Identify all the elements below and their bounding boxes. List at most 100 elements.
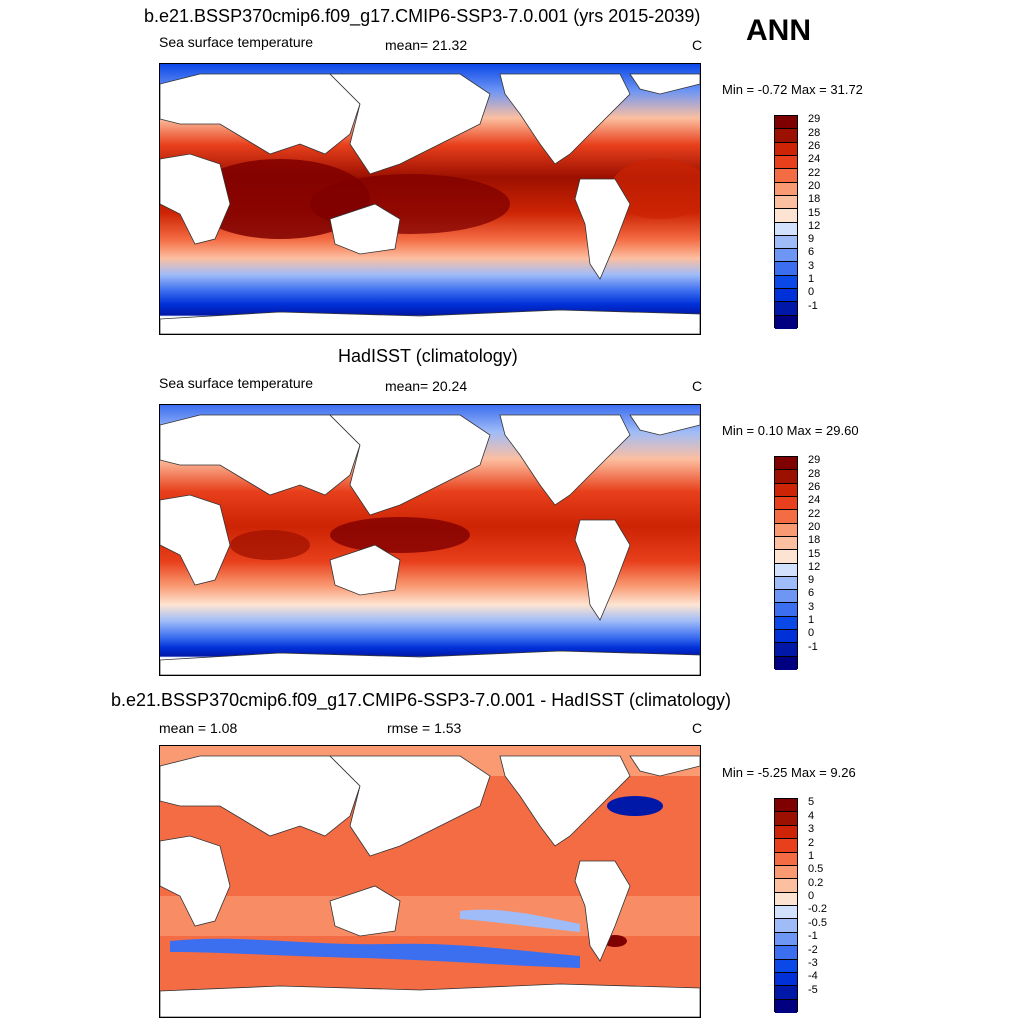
panel-1-colorbar-swatch [775,129,797,143]
panel-2-australia [329,544,401,596]
panel-3-colorbar-swatch [775,919,797,933]
panel-2-colorbar-tick-label: 1 [808,614,815,627]
season-label: ANN [746,14,811,47]
panel-1-colorbar-tick-label: 24 [808,153,821,166]
panel-1-colorbar-swatch [775,169,797,183]
panel-3-colorbar-swatch [775,959,797,973]
panel-1-colorbar-swatch [775,182,797,196]
panel-3-asia-east [329,755,491,857]
panel-1-variable-label: Sea surface temperature [159,34,314,50]
panel-1-mean-label: mean= 21.32 [385,37,468,53]
panel-3-colorbar [774,798,798,1013]
panel-2-colorbar [774,456,798,670]
panel-1-colorbar-tick-label: 26 [808,139,821,152]
panel-3-colorbar-swatch [775,892,797,906]
panel-1-colorbar-swatch [775,235,797,250]
panel-1-antarctica [160,309,700,334]
panel-3-colorbar-tick-label: 4 [808,809,815,822]
panel-2-colorbar-tick-label: 24 [808,494,821,507]
panel-1-units-label: C [692,37,703,53]
panel-1-colorbar-tick-label: 22 [808,166,821,179]
panel-1-colorbar-tick-label: 29 [808,113,821,126]
panel-3-mean-label: mean = 1.08 [159,720,238,736]
panel-3-colorbar-tick-label: 5 [808,796,815,809]
panel-1-greenland [629,73,700,95]
panel-2-colorbar-swatch [775,523,797,537]
panel-2-colorbar-tick-label: 28 [808,467,821,480]
panel-2-map-plot [160,405,700,675]
panel-3-south-band [160,968,700,988]
panel-3-greenland [629,755,700,777]
panel-3-colorbar-tick-label: -0.2 [808,903,827,916]
panel-3-africa [160,835,231,927]
panel-1-south-america [574,178,631,280]
panel-3-colorbar-swatch [775,812,797,826]
panel-3-colorbar-swatch [775,932,797,947]
panel-3-colorbar-tick-label: -5 [808,983,818,996]
panel-1-colorbar-tick-label: 20 [808,179,821,192]
panel-2-colorbar-tick-label: 0 [808,627,815,640]
panel-2-colorbar-swatch [775,510,797,524]
panel-3-colorbar-tick-label: -0.5 [808,916,827,929]
panel-3-colorbar-tick-label: -1 [808,930,818,943]
panel-1-colorbar-swatch [775,249,797,263]
panel-3-colorbar-tick-label: 0 [808,890,815,902]
panel-3-south-america [574,860,631,962]
panel-2-colorbar-tick-label: 18 [808,534,821,547]
panel-3-continents [160,755,700,1017]
panel-1-asia-east [329,73,491,175]
panel-3-east-pacific-cool [460,909,580,932]
panel-2-colorbar-swatch [775,656,797,670]
panel-1-colorbar-swatch [775,116,797,130]
panel-1-continents [160,73,700,334]
panel-1-colorbar-swatch [775,315,797,329]
panel-1-colorbar-swatch [775,302,797,316]
panel-3-rmse-label: rmse = 1.53 [387,720,462,736]
panel-2-colorbar-swatch [775,590,797,604]
panel-3-minmax-label: Min = -5.25 Max = 9.26 [722,765,856,780]
panel-2-colorbar-swatch [775,563,797,577]
panel-2-title: HadISST (climatology) [338,346,518,366]
panel-3-australia [329,885,401,937]
panel-1-colorbar-tick-label: 12 [808,219,821,232]
panel-1-colorbar-tick-label: 9 [808,233,815,246]
panel-3-antarctica [160,983,700,1017]
panel-2-continents [160,414,700,675]
panel-2-colorbar-swatch [775,630,797,644]
panel-2-greenland [629,414,700,436]
panel-1-colorbar-tick-label: 3 [808,259,815,272]
panel-1-colorbar-tick-label: 1 [808,273,815,286]
panel-3-colorbar-tick-label: 3 [808,823,815,836]
panel-2-colorbar-tick-label: 29 [808,454,821,467]
panel-2-warm-pool-pacific [330,517,470,553]
panel-3-gulf-stream-cold [607,796,663,816]
panel-2-colorbar-swatch [775,576,797,591]
panel-3-southern-ocean-cold [170,938,580,968]
panel-3-colorbar-tick-label: 1 [808,849,815,862]
panel-3-map-plot [160,746,700,1017]
panel-1-colorbar-swatch [775,289,797,303]
panel-1-title: b.e21.BSSP370cmip6.f09_g17.CMIP6-SSP3-7.… [144,6,701,26]
panel-2-colorbar-tick-label: 9 [808,574,815,587]
panel-3-north-america [499,755,631,847]
panel-3-colorbar-tick-label: 0.2 [808,876,824,889]
panel-1-colorbar-tick-label: 15 [808,206,821,219]
panel-1-colorbar-tick-label: 6 [808,246,815,259]
panel-2-colorbar-tick-label: 22 [808,507,821,520]
panel-1-colorbar-swatch [775,222,797,236]
panel-2-africa [160,494,231,586]
panel-2-colorbar-tick-label: 15 [808,547,821,560]
panel-3-colorbar-tick-label: 2 [808,836,815,849]
panel-2-colorbar-swatch [775,496,797,511]
panel-3-colorbar-swatch [775,906,797,920]
panel-2-colorbar-swatch [775,550,797,564]
panel-3-map [159,745,701,1018]
panel-2-south-america [574,519,631,621]
panel-3-colorbar-swatch [775,825,797,840]
panel-3-units-label: C [692,720,703,736]
panel-2-colorbar-tick-label: 20 [808,520,821,533]
panel-1-colorbar-tick-label: -1 [808,299,818,312]
panel-2-colorbar-tick-label: 12 [808,560,821,573]
panel-1-colorbar [774,115,798,329]
panel-2-colorbar-tick-label: 6 [808,587,815,600]
